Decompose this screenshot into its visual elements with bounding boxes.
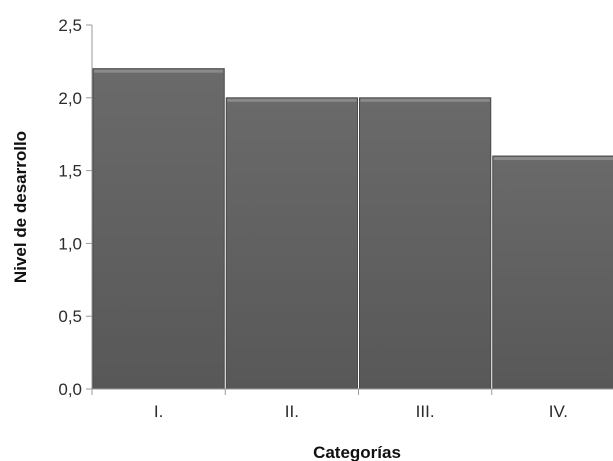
y-tick-label: 1,5 (58, 162, 82, 181)
x-axis-ticks: I. II. III. IV. (91, 389, 568, 421)
bar-2 (225, 97, 358, 390)
x-tick-label: II. (285, 402, 299, 421)
y-axis-ticks: 0,0 0,5 1,0 1,5 2,0 2,5 (58, 16, 92, 399)
x-axis-title: Categorías (313, 443, 401, 461)
x-tick-label: I. (154, 402, 163, 421)
y-axis-title: Nivel de desarrollo (11, 131, 30, 283)
y-tick-label: 0,0 (58, 380, 82, 399)
x-tick-label: III. (416, 402, 435, 421)
bar-3 (359, 97, 492, 390)
bar-top-highlight (227, 98, 357, 102)
y-tick-label: 1,0 (58, 234, 82, 253)
bar-top-highlight (94, 69, 224, 73)
bar-4 (492, 155, 613, 390)
bar-top-highlight (360, 98, 490, 102)
x-tick-label: IV. (549, 402, 568, 421)
bar-series (92, 68, 613, 390)
bar-1 (92, 68, 225, 390)
y-tick-label: 2,5 (58, 16, 82, 35)
bar-top-highlight (493, 157, 613, 161)
y-tick-label: 2,0 (58, 89, 82, 108)
y-tick-label: 0,5 (58, 307, 82, 326)
